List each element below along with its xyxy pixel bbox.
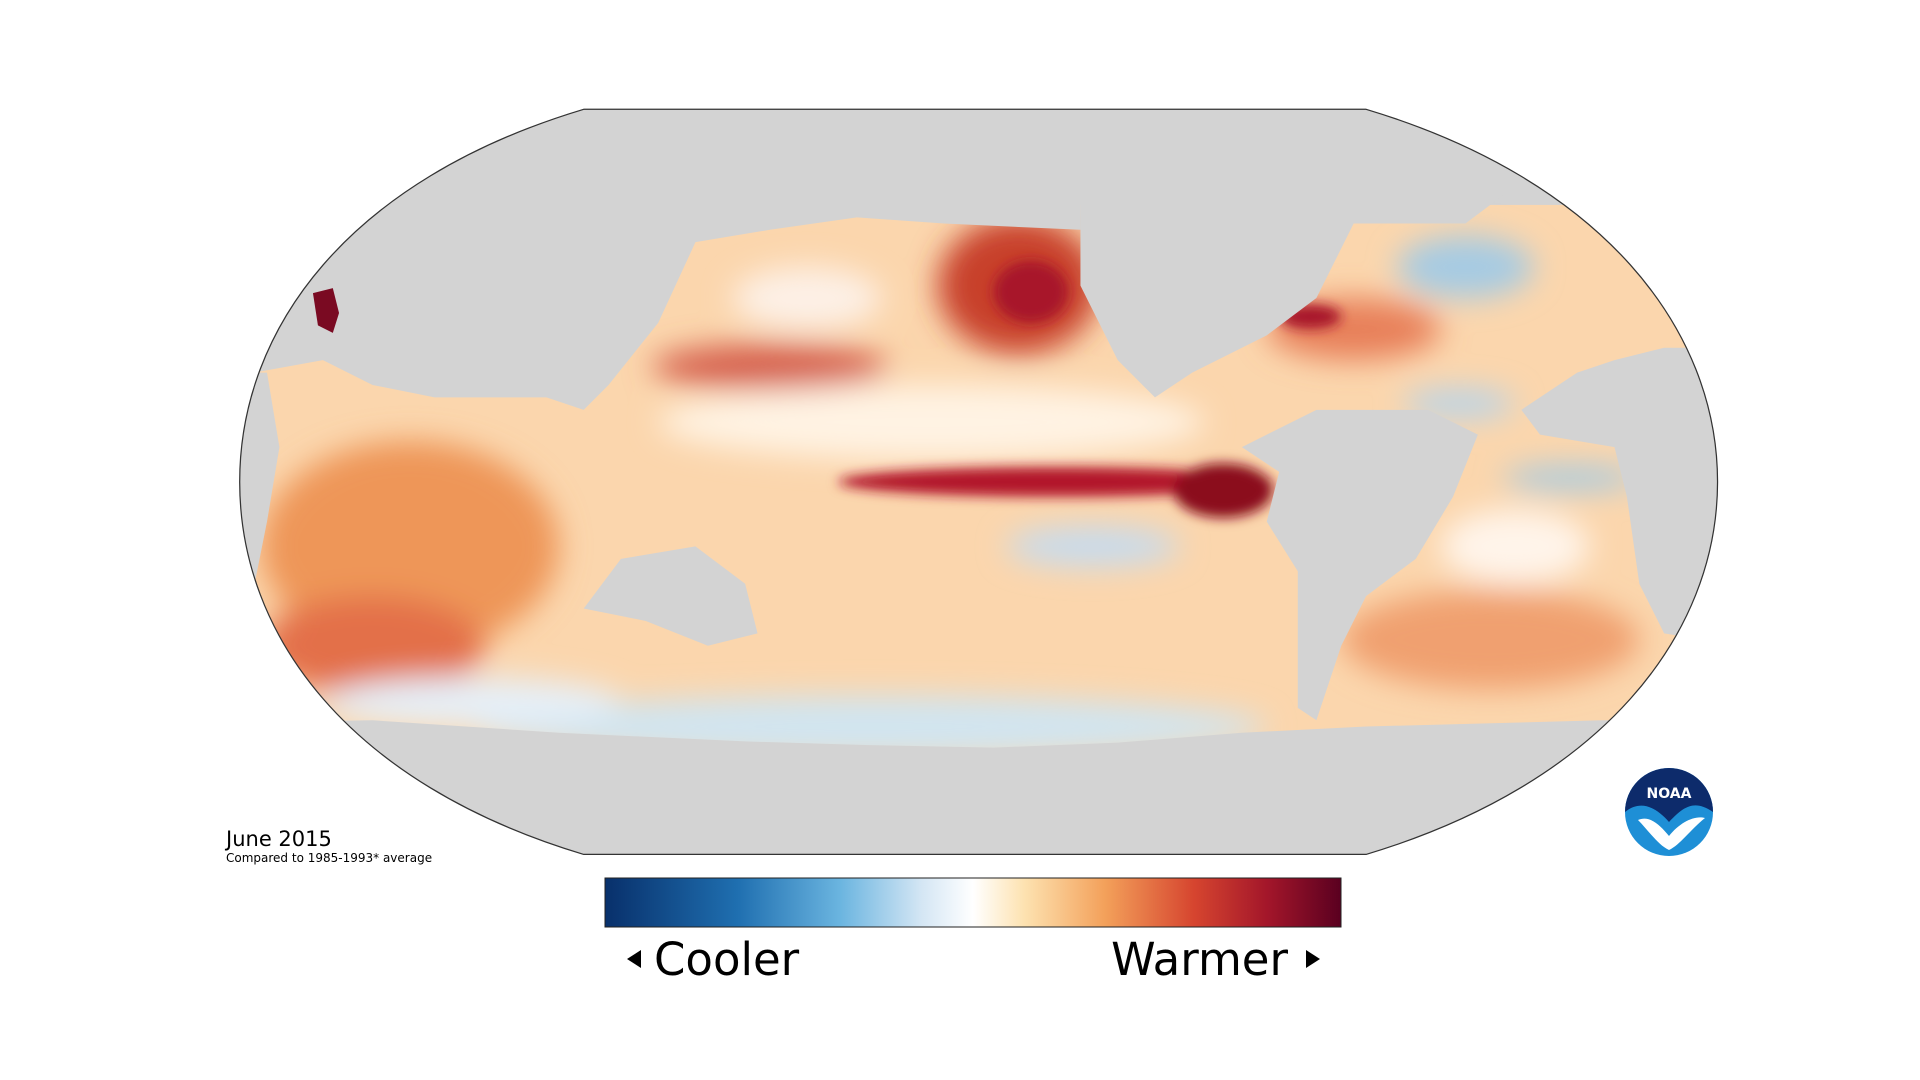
anomaly-patch [1005, 526, 1180, 567]
anomaly-patch [1173, 463, 1273, 518]
map-subtitle: Compared to 1985-1993* average [226, 851, 432, 865]
anomaly-patch [732, 267, 882, 330]
legend-high-label: Warmer [1111, 933, 1288, 986]
map-outline [239, 108, 1719, 856]
anomaly-patch [260, 596, 485, 696]
anomaly-patch [1403, 388, 1516, 419]
anomaly-patch [1440, 509, 1590, 584]
noaa-logo: NOAA [1625, 768, 1713, 856]
anomaly-patch [1502, 465, 1640, 491]
anomaly-patch [1341, 589, 1640, 690]
arrow-left [627, 950, 641, 968]
logo-bird [1638, 817, 1705, 850]
color-scale [604, 877, 1342, 928]
map [239, 109, 1718, 855]
logo-text: NOAA [1647, 786, 1692, 802]
land-antarctica [239, 720, 1718, 855]
land-australia [583, 546, 758, 646]
anomaly-patch [993, 260, 1069, 323]
land-south-america [1241, 409, 1478, 721]
caspian-sea [312, 288, 340, 333]
anomaly-patch [658, 384, 1205, 460]
arrow-right [1306, 950, 1320, 968]
logo-top [1625, 768, 1713, 822]
map-area [239, 108, 1719, 856]
legend-low-label: Cooler [654, 933, 800, 986]
map-date: June 2015 [224, 827, 332, 851]
anomaly-patch [838, 466, 1273, 497]
land-east-africa [239, 372, 280, 584]
anomaly-patch [1397, 235, 1534, 299]
anomaly-patch [322, 676, 621, 727]
land-eurasia [239, 109, 1081, 410]
land-africa [1521, 347, 1718, 646]
anomaly-patch [651, 344, 888, 389]
